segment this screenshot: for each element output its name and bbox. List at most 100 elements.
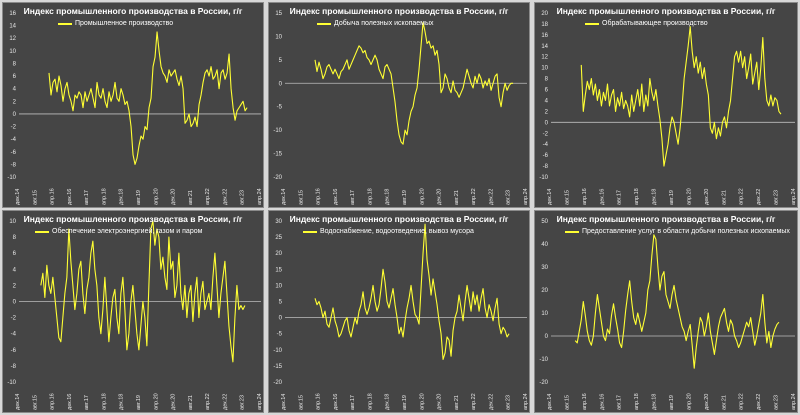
x-tick-label: апр.18 <box>101 188 107 205</box>
x-tick-label: авг.23 <box>506 190 512 205</box>
x-tick-label: апр.16 <box>316 188 322 205</box>
x-tick-label: апр.18 <box>634 393 640 410</box>
x-tick-label: апр.20 <box>686 188 692 205</box>
y-tick-label: 4 <box>13 267 17 273</box>
y-tick-label: 18 <box>541 22 548 28</box>
y-tick-label: -10 <box>539 175 548 181</box>
x-tick-label: дек.22 <box>222 394 228 410</box>
legend-label: Водоснабжение, водоотведение, вывоз мусо… <box>320 228 474 235</box>
series-line <box>314 21 514 145</box>
legend-label: Промышленное производство <box>75 20 174 27</box>
y-tick-label: 20 <box>275 251 282 257</box>
chart-svg: -20 -15 -10 -5 0 5 10 15 дек.14 авг.15 апр.16 дек.1… <box>273 11 529 205</box>
x-tick-label: апр.22 <box>205 188 211 205</box>
legend-swatch <box>317 22 331 25</box>
y-tick-label: -15 <box>273 152 282 158</box>
x-tick-label: апр.20 <box>686 393 692 410</box>
y-tick-label: 10 <box>541 311 548 317</box>
y-tick-label: -6 <box>543 153 549 159</box>
x-tick-label: авг.23 <box>774 395 780 410</box>
y-tick-label: -10 <box>273 128 282 134</box>
legend-swatch <box>565 230 579 233</box>
y-tick-label: 12 <box>9 36 16 42</box>
x-tick-label: дек.14 <box>15 189 21 205</box>
y-tick-label: -8 <box>11 364 17 370</box>
x-tick-label: апр.20 <box>153 393 159 410</box>
x-tick-label: дек.22 <box>756 394 762 410</box>
y-tick-label: 8 <box>13 235 17 241</box>
x-tick-label: авг.23 <box>774 190 780 205</box>
y-tick-label: 2 <box>13 99 17 105</box>
x-tick-label: апр.24 <box>257 188 263 205</box>
x-tick-label: апр.16 <box>316 393 322 410</box>
y-tick-label: -10 <box>273 348 282 354</box>
y-tick-label: -6 <box>11 150 17 156</box>
chart-panel-industrial-production: -10 -8 -6 -4 -2 0 2 4 6 8 10 12 14 16 дек.14 авг.15 апр.… <box>2 2 264 208</box>
series-line <box>580 26 782 167</box>
x-tick-label: апр.18 <box>367 188 373 205</box>
x-tick-label: авг.15 <box>564 395 570 410</box>
chart-svg: -10 -8 -6 -4 -2 0 2 4 6 8 10 12 14 16 18 20 дек.14 авг.15… <box>539 11 797 205</box>
x-tick-label: авг.17 <box>350 190 356 205</box>
y-tick-label: 16 <box>541 33 548 39</box>
x-tick-label: дек.22 <box>222 189 228 205</box>
y-tick-label: 5 <box>279 300 283 306</box>
x-tick-label: апр.24 <box>523 393 529 410</box>
x-tick-label: дек.20 <box>704 189 710 205</box>
y-tick-label: -10 <box>7 380 16 386</box>
x-tick-label: апр.18 <box>634 188 640 205</box>
y-tick-label: 8 <box>13 61 17 67</box>
x-tick-label: апр.22 <box>739 188 745 205</box>
y-tick-label: 10 <box>275 34 282 40</box>
chart-title: Индекс промышленного производства в Росс… <box>556 6 776 16</box>
y-tick-label: 14 <box>541 44 548 50</box>
y-tick-label: 25 <box>275 235 282 241</box>
y-tick-label: 12 <box>541 55 548 61</box>
y-tick-label: 4 <box>545 98 549 104</box>
x-tick-label: дек.20 <box>171 394 177 410</box>
series-line <box>48 31 248 165</box>
x-tick-label: дек.14 <box>15 394 21 410</box>
y-tick-label: -2 <box>543 131 549 137</box>
y-tick-label: -4 <box>11 137 17 143</box>
x-tick-label: дек.16 <box>333 394 339 410</box>
y-tick-label: -10 <box>7 175 16 181</box>
series-line <box>574 234 780 369</box>
y-tick-label: 10 <box>9 219 16 225</box>
series-line <box>314 223 510 361</box>
legend-swatch <box>58 22 72 25</box>
y-tick-label: 20 <box>541 11 548 17</box>
y-tick-label: -5 <box>277 105 283 111</box>
x-tick-label: апр.18 <box>367 393 373 410</box>
legend-label: Обрабатывающее производство <box>602 20 708 27</box>
x-tick-label: апр.18 <box>101 393 107 410</box>
legend-swatch <box>35 230 49 233</box>
legend-label: Предоставление услуг в области добычи по… <box>582 228 790 235</box>
chart-svg: -20 -10 0 10 20 30 40 50 дек.14 авг.15 апр.16 дек.1… <box>539 219 797 410</box>
x-tick-label: апр.16 <box>582 188 588 205</box>
legend-swatch <box>585 22 599 25</box>
y-tick-label: 40 <box>541 242 548 248</box>
x-tick-label: апр.24 <box>791 393 797 410</box>
x-tick-label: апр.24 <box>257 393 263 410</box>
y-tick-label: -20 <box>539 380 548 386</box>
x-tick-label: авг.17 <box>617 190 623 205</box>
x-tick-label: дек.20 <box>171 189 177 205</box>
x-tick-label: авг.19 <box>136 395 142 410</box>
x-tick-label: апр.20 <box>153 188 159 205</box>
x-tick-label: апр.24 <box>523 188 529 205</box>
x-tick-label: дек.20 <box>437 394 443 410</box>
x-tick-label: авг.15 <box>298 190 304 205</box>
y-tick-label: -10 <box>539 357 548 363</box>
x-tick-label: авг.15 <box>32 190 38 205</box>
y-tick-label: 0 <box>545 334 549 340</box>
x-tick-label: апр.16 <box>582 393 588 410</box>
x-tick-label: авг.21 <box>721 395 727 410</box>
x-tick-label: дек.16 <box>599 189 605 205</box>
y-tick-label: 0 <box>545 120 549 126</box>
x-tick-label: авг.21 <box>454 395 460 410</box>
y-tick-label: -8 <box>543 164 549 170</box>
legend-label: Добыча полезных ископаемых <box>334 20 434 27</box>
y-tick-label: 15 <box>275 267 282 273</box>
x-tick-label: дек.22 <box>756 189 762 205</box>
